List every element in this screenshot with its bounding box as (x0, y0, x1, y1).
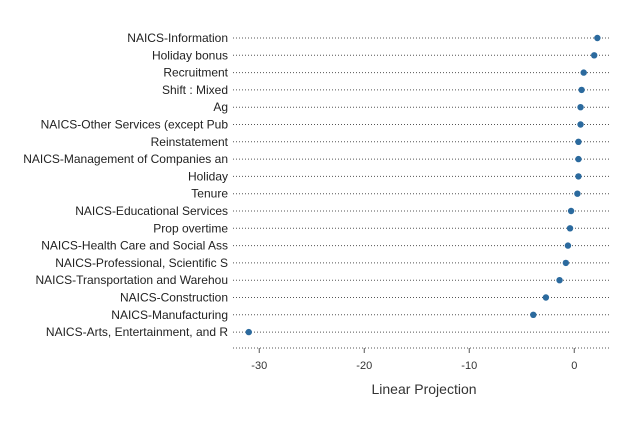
points-layer (245, 34, 601, 336)
category-label: NAICS-Information (127, 31, 228, 45)
data-point (591, 52, 598, 59)
data-point (578, 86, 585, 94)
category-label: NAICS-Transportation and Warehou (35, 273, 228, 287)
x-axis: -30 -20 -10 0 (233, 347, 611, 372)
x-tick-label: -10 (461, 360, 477, 372)
data-point (556, 277, 563, 284)
category-label: Prop overtime (153, 221, 228, 235)
x-tick-label: 0 (571, 360, 577, 372)
data-point (575, 155, 582, 163)
data-point (575, 138, 582, 145)
rows-layer: NAICS-Information Holiday bonus Recruitmen… (23, 31, 611, 339)
category-label: NAICS-Management of Companies an (23, 152, 228, 166)
data-point (567, 207, 575, 215)
x-tick-label: -20 (356, 360, 372, 372)
category-label: Shift : Mixed (162, 83, 228, 97)
data-point (575, 173, 582, 180)
data-point (566, 225, 574, 232)
data-point (542, 294, 550, 301)
category-label: NAICS-Health Care and Social Ass (41, 239, 228, 253)
category-label: NAICS-Manufacturing (111, 308, 228, 322)
category-label: Ag (213, 100, 228, 114)
category-label: Holiday (188, 169, 228, 183)
data-point (530, 311, 537, 318)
data-point (245, 328, 252, 336)
category-label: NAICS-Educational Services (75, 204, 228, 218)
data-point (564, 242, 572, 249)
x-tick-label: -30 (251, 360, 267, 372)
category-label: Tenure (191, 187, 228, 201)
category-label: Recruitment (163, 66, 228, 80)
category-label: NAICS-Construction (120, 291, 228, 305)
x-axis-title: Linear Projection (371, 381, 476, 397)
category-label: NAICS-Professional, Scientific S (55, 256, 228, 270)
data-point (577, 121, 584, 128)
category-label: NAICS-Other Services (except Pub (41, 118, 229, 132)
data-point (577, 104, 584, 111)
data-point (594, 34, 601, 42)
data-point (574, 190, 581, 197)
data-point (562, 259, 570, 267)
category-label: Holiday bonus (152, 48, 228, 62)
category-label: NAICS-Arts, Entertainment, and R (46, 325, 228, 339)
data-point (580, 69, 587, 76)
category-label: Reinstatement (151, 135, 229, 149)
